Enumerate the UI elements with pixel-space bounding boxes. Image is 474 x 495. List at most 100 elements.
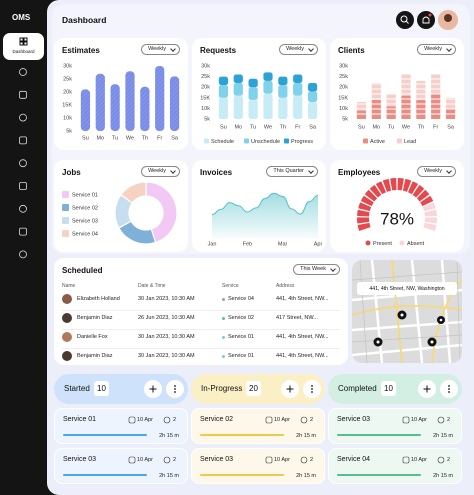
card-icons (265, 416, 308, 424)
dot (448, 388, 450, 390)
card-icons (265, 456, 308, 464)
avatar (62, 332, 72, 342)
nav-icon (19, 90, 27, 99)
filter-dropdown[interactable]: Weekly (417, 44, 456, 55)
bar-texture (95, 73, 105, 131)
x-tick-label: Feb (243, 241, 252, 247)
gauge-segment (412, 184, 425, 198)
row-divider (62, 348, 340, 349)
cell: Benjamin Diaz (77, 315, 113, 321)
gauge-segment (390, 178, 397, 191)
job-title: Service 04 (337, 456, 371, 463)
board-column: In-Progress 20 Service 02 10 Apr 2 2h 15 m Ser… (191, 374, 325, 492)
progress-fill (337, 434, 421, 436)
filter-dropdown[interactable]: Weekly (279, 44, 318, 55)
add-button[interactable] (144, 380, 162, 398)
job-card[interactable]: Service 03 10 Apr 2 2h 15 m (191, 448, 325, 484)
scheduled-card: Scheduled This Week Name Date & Time Servi… (54, 258, 348, 365)
roads (352, 260, 462, 363)
x-tick-label: Tu (388, 124, 394, 130)
donut-slice (145, 181, 178, 244)
bar-segment (386, 93, 396, 107)
filter-dropdown[interactable]: Weekly (141, 166, 180, 177)
cell: Service 02 (228, 315, 254, 321)
progress-fill (200, 434, 284, 436)
x-tick-label: We (264, 124, 272, 130)
avatar (62, 294, 72, 304)
jobs-chart: Service 01 Service 02 Service 03 Service 04 (62, 181, 178, 245)
cell: Elizabeth Holland (77, 296, 120, 302)
estimates-card: 5k 10k 15K 20k 25k 30k Su Mo Tu We Th Fr Sa Estimate… (54, 38, 188, 150)
more-button[interactable] (166, 380, 184, 398)
progress-track (200, 434, 284, 436)
filter-dropdown[interactable]: This Quarter (266, 166, 318, 177)
gauge-segment (358, 202, 372, 212)
job-card[interactable]: Service 03 10 Apr 2 2h 15 m (54, 448, 188, 484)
gauge-segment (357, 209, 370, 217)
job-date: 10 Apr (411, 417, 427, 423)
bar-segment (445, 97, 456, 109)
legend-label: Present (373, 241, 392, 247)
job-title: Service 03 (200, 456, 234, 463)
invoices-chart: Jan Feb Mar Apr (208, 192, 322, 247)
y-tick-label: 20k (201, 85, 210, 91)
cell: Service 04 (228, 296, 254, 302)
job-time: 2h 15 m (433, 473, 453, 479)
comment-icon (300, 416, 308, 424)
clients-card: 5k 10k 15K 20k 25k 30k Su Mo Tu We Th Fr Sa Active Lea… (330, 38, 464, 150)
nav-item-active[interactable]: Dashboard (3, 33, 44, 60)
job-card[interactable]: Service 01 10 Apr 2 2h 15 m (54, 408, 188, 444)
plus-icon (423, 385, 431, 393)
add-button[interactable] (281, 380, 299, 398)
card-icons (402, 416, 445, 424)
dot (311, 388, 313, 390)
employees-chart: 78% Present Absent (357, 178, 437, 247)
gauge-segment (357, 222, 371, 231)
job-comments: 2 (310, 457, 314, 463)
more-button[interactable] (303, 380, 321, 398)
y-tick-label: 25k (339, 74, 348, 80)
calendar-icon (265, 416, 273, 424)
filter-dropdown[interactable]: Weekly (417, 166, 456, 177)
donut-slice (120, 181, 147, 204)
x-tick-label: Sa (171, 135, 179, 141)
bar-segment (218, 97, 229, 119)
gauge-segment (360, 195, 374, 207)
y-tick-label: 30k (339, 63, 348, 69)
bar-segment (416, 80, 426, 100)
filter-dropdown[interactable]: Weekly (141, 44, 180, 55)
icon (19, 37, 28, 46)
legend-label: Progress (291, 139, 313, 145)
bar-segment (218, 76, 229, 86)
job-card[interactable]: Service 04 10 Apr 2 2h 15 m (328, 448, 462, 484)
legend-swatch (62, 230, 69, 237)
job-card[interactable]: Service 02 10 Apr 2 2h 15 m (191, 408, 325, 444)
legend-label: Lead (404, 139, 416, 145)
card-title: Estimates (62, 46, 100, 55)
clients-chart: 5k 10k 15K 20k 25k 30k Su Mo Tu We Th Fr Sa Active Lea… (338, 63, 456, 145)
map[interactable]: 441, 4th Street, NW, Washington (352, 260, 462, 363)
service-dot (222, 335, 225, 339)
bar-segment (263, 93, 273, 119)
bar-texture (169, 76, 180, 131)
plus (423, 385, 431, 393)
job-time: 2h 15 m (296, 473, 316, 479)
x-tick-label: We (126, 135, 134, 141)
nav-label: Dashboard (12, 49, 35, 54)
nav-icons (19, 68, 27, 259)
nav-icon (19, 113, 27, 122)
cell: 26 Jun 2023, 10:30 AM (138, 315, 195, 321)
filter-dropdown[interactable]: This Week (293, 264, 340, 275)
calendar-icon (402, 416, 410, 424)
legend-label: Service 01 (72, 192, 98, 198)
add-button[interactable] (418, 380, 436, 398)
y-tick-label: 15K (338, 95, 348, 101)
column-header: Service (222, 283, 239, 289)
job-card[interactable]: Service 03 10 Apr 2 2h 15 m (328, 408, 462, 444)
more-button[interactable] (440, 380, 458, 398)
bar-segment (386, 106, 396, 119)
x-tick-label: Sa (447, 124, 455, 130)
dot (311, 385, 313, 387)
search-button[interactable] (396, 11, 414, 29)
notification-button[interactable] (417, 11, 435, 29)
